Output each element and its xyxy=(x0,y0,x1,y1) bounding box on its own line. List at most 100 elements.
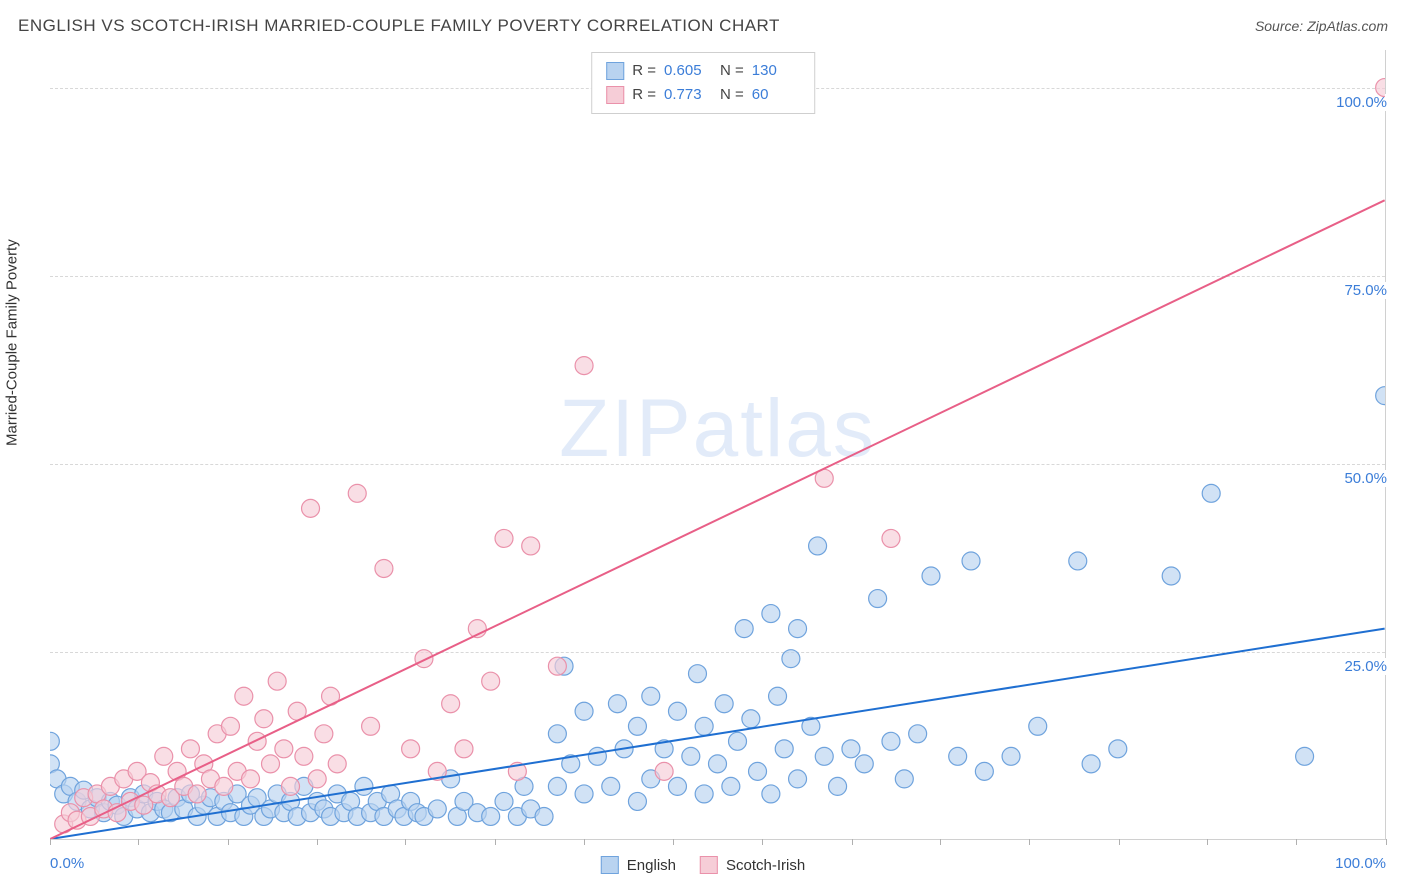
scatter-point xyxy=(769,687,787,705)
x-axis-tick-mark xyxy=(495,839,496,845)
scatter-point xyxy=(1002,747,1020,765)
scatter-point xyxy=(235,687,253,705)
stats-row-scotch-irish: R = 0.773 N = 60 xyxy=(606,83,800,107)
x-axis-tick-mark xyxy=(1207,839,1208,845)
scatter-point xyxy=(428,800,446,818)
scatter-point xyxy=(842,740,860,758)
scatter-point xyxy=(295,747,313,765)
x-axis-tick-mark xyxy=(852,839,853,845)
scatter-point xyxy=(695,717,713,735)
scatter-point xyxy=(282,777,300,795)
scatter-point xyxy=(1296,747,1314,765)
legend-label-scotch-irish: Scotch-Irish xyxy=(726,857,805,874)
x-axis-tick-mark xyxy=(940,839,941,845)
scatter-point xyxy=(1162,567,1180,585)
scatter-point xyxy=(535,807,553,825)
x-axis-tick-mark xyxy=(1119,839,1120,845)
scatter-point xyxy=(909,725,927,743)
legend-item-scotch-irish: Scotch-Irish xyxy=(700,856,805,874)
scatter-point xyxy=(628,792,646,810)
scatter-point xyxy=(608,695,626,713)
scatter-point xyxy=(248,732,266,750)
x-axis-tick-mark xyxy=(317,839,318,845)
stats-n-value: 60 xyxy=(752,83,800,107)
stats-row-english: R = 0.605 N = 130 xyxy=(606,59,800,83)
x-axis-tick-mark xyxy=(138,839,139,845)
x-axis-tick-mark xyxy=(1296,839,1297,845)
scatter-point xyxy=(735,620,753,638)
scatter-point xyxy=(1109,740,1127,758)
scatter-point xyxy=(548,777,566,795)
trend-line xyxy=(50,629,1384,839)
scatter-point xyxy=(495,792,513,810)
scatter-point xyxy=(682,747,700,765)
scatter-point xyxy=(729,732,747,750)
scatter-point xyxy=(782,650,800,668)
scatter-point xyxy=(962,552,980,570)
scatter-point xyxy=(975,762,993,780)
y-axis-label: Married-Couple Family Poverty xyxy=(4,239,21,446)
swatch-english xyxy=(606,62,624,80)
scatter-point xyxy=(742,710,760,728)
scatter-point xyxy=(715,695,733,713)
scatter-point xyxy=(628,717,646,735)
scatter-point xyxy=(1202,484,1220,502)
stats-n-value: 130 xyxy=(752,59,800,83)
scatter-point xyxy=(275,740,293,758)
scatter-point xyxy=(1069,552,1087,570)
scatter-point xyxy=(262,755,280,773)
bottom-legend: English Scotch-Irish xyxy=(601,856,805,874)
scatter-point xyxy=(789,620,807,638)
scatter-point xyxy=(1376,387,1385,405)
scatter-point xyxy=(602,777,620,795)
scatter-point xyxy=(188,785,206,803)
stats-r-label: R = xyxy=(632,83,656,107)
scatter-point xyxy=(548,725,566,743)
scatter-point xyxy=(242,770,260,788)
scatter-point xyxy=(575,357,593,375)
scatter-point xyxy=(255,710,273,728)
x-axis-tick-mark xyxy=(1029,839,1030,845)
scatter-point xyxy=(695,785,713,803)
scatter-point xyxy=(548,657,566,675)
scatter-point xyxy=(50,732,59,750)
legend-label-english: English xyxy=(627,857,676,874)
x-axis-tick-end: 100.0% xyxy=(1335,855,1386,872)
scatter-point xyxy=(355,777,373,795)
scatter-point xyxy=(328,755,346,773)
swatch-scotch-irish xyxy=(606,86,624,104)
scatter-point xyxy=(1029,717,1047,735)
scatter-point xyxy=(221,717,239,735)
x-axis-tick-mark xyxy=(673,839,674,845)
trend-line xyxy=(50,200,1384,839)
scatter-point xyxy=(922,567,940,585)
scatter-point xyxy=(1376,79,1385,97)
scatter-point xyxy=(815,747,833,765)
stats-n-label: N = xyxy=(720,59,744,83)
x-axis-tick-mark xyxy=(762,839,763,845)
chart-plot-area: ZIPatlas 25.0%50.0%75.0%100.0% xyxy=(50,50,1386,840)
legend-item-english: English xyxy=(601,856,676,874)
scatter-point xyxy=(949,747,967,765)
scatter-point xyxy=(522,537,540,555)
scatter-point xyxy=(882,732,900,750)
scatter-svg xyxy=(50,50,1385,839)
scatter-point xyxy=(688,665,706,683)
scatter-point xyxy=(882,529,900,547)
scatter-point xyxy=(495,529,513,547)
scatter-point xyxy=(482,807,500,825)
scatter-point xyxy=(215,777,233,795)
scatter-point xyxy=(642,687,660,705)
scatter-point xyxy=(1082,755,1100,773)
scatter-point xyxy=(895,770,913,788)
legend-swatch-english xyxy=(601,856,619,874)
stats-r-value: 0.773 xyxy=(664,83,712,107)
scatter-point xyxy=(855,755,873,773)
stats-legend-box: R = 0.605 N = 130 R = 0.773 N = 60 xyxy=(591,52,815,114)
scatter-point xyxy=(575,702,593,720)
stats-r-label: R = xyxy=(632,59,656,83)
scatter-point xyxy=(308,770,326,788)
scatter-point xyxy=(869,590,887,608)
scatter-point xyxy=(829,777,847,795)
legend-swatch-scotch-irish xyxy=(700,856,718,874)
